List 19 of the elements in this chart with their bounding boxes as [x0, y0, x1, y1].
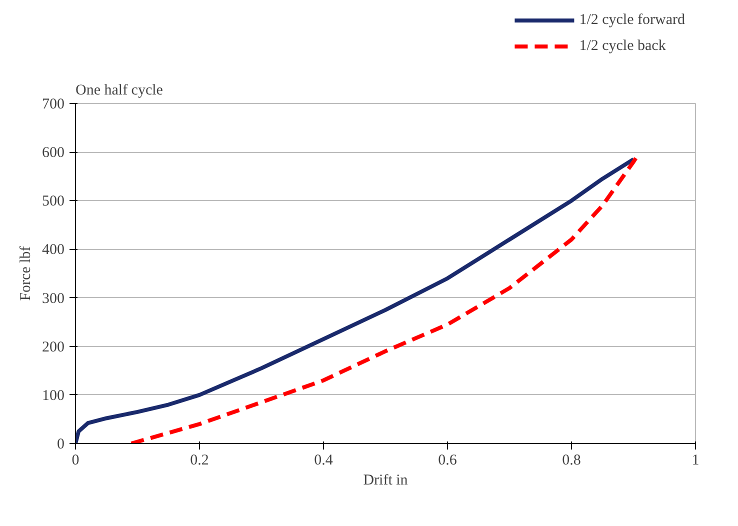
y-tick-label: 700: [42, 96, 64, 112]
x-axis-title: Drift in: [363, 472, 408, 488]
y-tick-label: 400: [42, 242, 64, 258]
x-tick-label: 0.6: [438, 452, 458, 468]
x-tick-label: 0.2: [190, 452, 209, 468]
x-tick-label: 0.4: [314, 452, 334, 468]
y-axis-title: Force lbf: [18, 246, 34, 301]
y-tick-label: 0: [57, 436, 64, 452]
x-tick-label: 1: [692, 452, 700, 468]
chart-title: One half cycle: [76, 82, 164, 98]
y-tick-label: 100: [42, 388, 64, 404]
x-tick-label: 0.8: [562, 452, 581, 468]
x-tick-label: 0: [72, 452, 80, 468]
legend-label: 1/2 cycle forward: [579, 12, 685, 28]
y-tick-label: 500: [42, 194, 64, 210]
y-tick-label: 200: [42, 339, 64, 356]
y-tick-label: 300: [42, 290, 64, 307]
y-tick-label: 600: [42, 145, 64, 162]
legend-label: 1/2 cycle back: [579, 38, 666, 54]
